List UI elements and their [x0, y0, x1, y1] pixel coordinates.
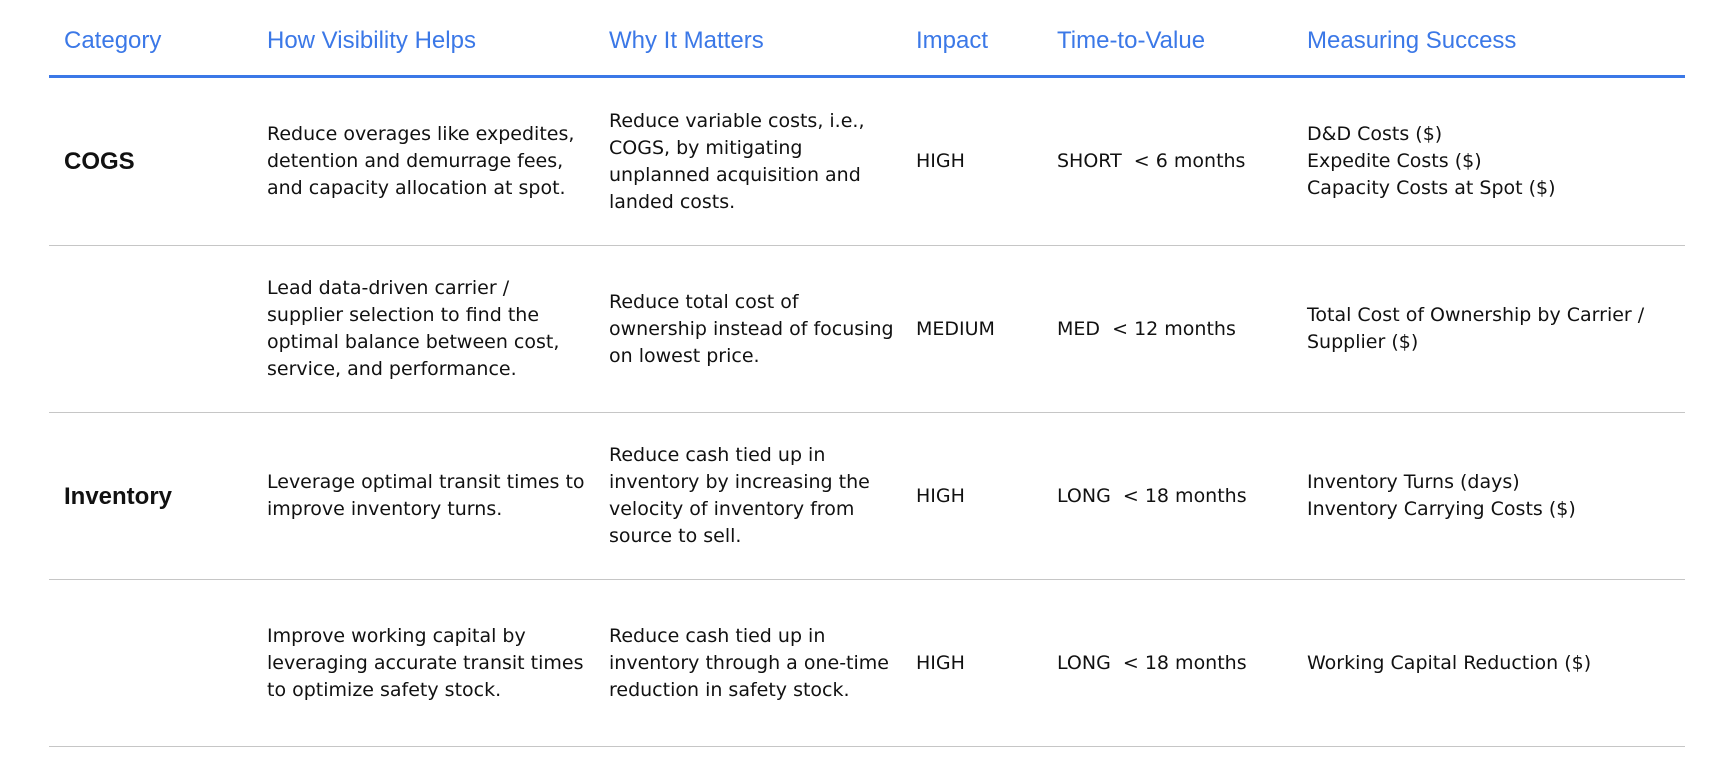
- ttv-text: SHORT < 6 months: [1057, 150, 1246, 172]
- impact-text: HIGH: [916, 150, 965, 172]
- header-how-visibility-helps: How Visibility Helps: [267, 27, 476, 54]
- table-row: Lead data-driven carrier / supplier sele…: [49, 246, 1685, 413]
- measure-cell: Total Cost of Ownership by Carrier / Sup…: [1307, 246, 1685, 412]
- table-row: Inventory Leverage optimal transit times…: [49, 413, 1685, 580]
- impact-cell: HIGH: [916, 413, 1046, 579]
- how-cell: Reduce overages like expedites, detentio…: [267, 78, 587, 245]
- why-cell: Reduce cash tied up in inventory by incr…: [609, 413, 909, 579]
- measure-text: D&D Costs ($) Expedite Costs ($) Capacit…: [1307, 123, 1556, 199]
- ttv-cell: LONG < 18 months: [1057, 413, 1287, 579]
- ttv-cell: SHORT < 6 months: [1057, 78, 1287, 245]
- table-row: COGS Reduce overages like expedites, det…: [49, 78, 1685, 246]
- how-text: Improve working capital by leveraging ac…: [267, 624, 584, 701]
- how-text: Lead data-driven carrier / supplier sele…: [267, 277, 560, 380]
- measure-cell: Working Capital Reduction ($): [1307, 580, 1685, 746]
- visibility-value-table: Category How Visibility Helps Why It Mat…: [49, 0, 1685, 747]
- impact-cell: MEDIUM: [916, 246, 1046, 412]
- impact-text: HIGH: [916, 484, 965, 507]
- header-category: Category: [64, 27, 162, 54]
- how-cell: Lead data-driven carrier / supplier sele…: [267, 246, 587, 412]
- category-cell: Inventory: [64, 413, 254, 579]
- impact-cell: HIGH: [916, 580, 1046, 746]
- why-cell: Reduce cash tied up in inventory through…: [609, 580, 909, 746]
- why-text: Reduce cash tied up in inventory by incr…: [609, 444, 870, 547]
- table-header: Category How Visibility Helps Why It Mat…: [49, 0, 1685, 78]
- category-cell: COGS: [64, 78, 254, 245]
- why-text: Reduce cash tied up in inventory through…: [609, 624, 889, 701]
- impact-cell: HIGH: [916, 78, 1046, 245]
- why-text: Reduce total cost of ownership instead o…: [609, 290, 894, 367]
- ttv-text: MED < 12 months: [1057, 317, 1236, 340]
- header-why-it-matters: Why It Matters: [609, 27, 764, 54]
- header-time-to-value: Time-to-Value: [1057, 27, 1206, 54]
- measure-text: Working Capital Reduction ($): [1307, 651, 1592, 674]
- measure-text: Inventory Turns (days) Inventory Carryin…: [1307, 471, 1576, 520]
- why-cell: Reduce total cost of ownership instead o…: [609, 246, 909, 412]
- how-cell: Improve working capital by leveraging ac…: [267, 580, 587, 746]
- table-row: Improve working capital by leveraging ac…: [49, 580, 1685, 747]
- category-label: Inventory: [64, 482, 173, 510]
- ttv-cell: MED < 12 months: [1057, 246, 1287, 412]
- measure-cell: D&D Costs ($) Expedite Costs ($) Capacit…: [1307, 78, 1685, 245]
- why-cell: Reduce variable costs, i.e., COGS, by mi…: [609, 78, 909, 245]
- header-impact: Impact: [916, 27, 989, 54]
- how-text: Reduce overages like expedites, detentio…: [267, 123, 575, 199]
- how-text: Leverage optimal transit times to improv…: [267, 471, 585, 520]
- why-text: Reduce variable costs, i.e., COGS, by mi…: [609, 109, 865, 213]
- how-cell: Leverage optimal transit times to improv…: [267, 413, 587, 579]
- category-cell: [64, 246, 254, 412]
- ttv-text: LONG < 18 months: [1057, 651, 1247, 674]
- category-label: COGS: [64, 148, 135, 175]
- measure-text: Total Cost of Ownership by Carrier / Sup…: [1307, 304, 1645, 353]
- impact-text: MEDIUM: [916, 317, 995, 340]
- ttv-cell: LONG < 18 months: [1057, 580, 1287, 746]
- impact-text: HIGH: [916, 651, 965, 674]
- header-measuring-success: Measuring Success: [1307, 27, 1517, 54]
- category-cell: [64, 580, 254, 746]
- ttv-text: LONG < 18 months: [1057, 484, 1247, 507]
- measure-cell: Inventory Turns (days) Inventory Carryin…: [1307, 413, 1685, 579]
